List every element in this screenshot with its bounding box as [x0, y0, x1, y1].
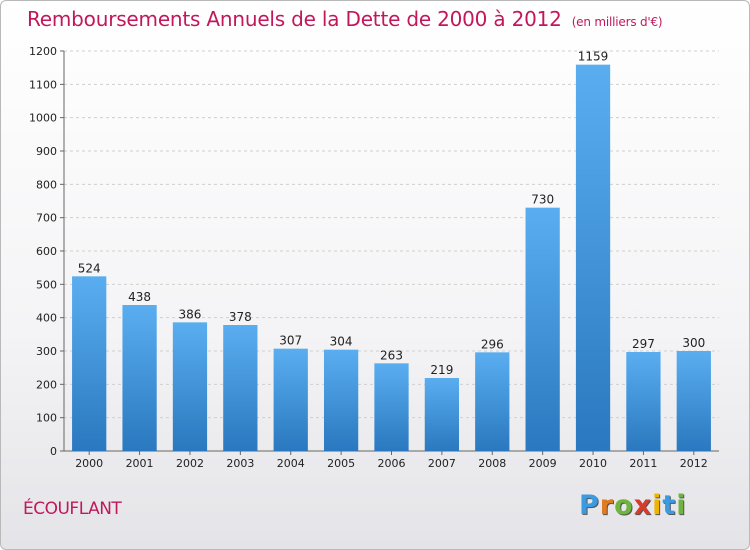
x-tick-label: 2005	[327, 457, 355, 470]
title-text: Remboursements Annuels de la Dette de 20…	[27, 7, 562, 31]
x-tick-label: 2002	[176, 457, 204, 470]
bar-value-label: 1159	[578, 50, 609, 64]
bar	[525, 207, 560, 451]
y-tick-label: 700	[36, 212, 57, 225]
bar	[374, 363, 409, 451]
y-tick-label: 0	[50, 445, 57, 458]
logo-letter: i	[676, 490, 687, 521]
bar	[122, 305, 157, 451]
logo-letter: r	[599, 490, 615, 521]
y-tick-label: 100	[36, 412, 57, 425]
proxiti-logo: Proxiti	[579, 490, 687, 521]
bar	[323, 349, 359, 451]
y-tick-label: 900	[36, 145, 57, 158]
x-tick-label: 2004	[277, 457, 305, 470]
bar-value-label: 386	[179, 307, 202, 321]
bar-value-label: 263	[380, 348, 403, 362]
bar-value-label: 296	[481, 337, 504, 351]
bar-value-label: 378	[229, 310, 252, 324]
logo-letter: x	[633, 490, 653, 521]
logo-letter: P	[579, 490, 600, 521]
bar	[172, 322, 208, 451]
x-tick-label: 2007	[428, 457, 456, 470]
y-tick-label: 800	[36, 178, 57, 191]
bar-value-label: 730	[531, 193, 554, 207]
x-tick-label: 2001	[126, 457, 154, 470]
x-tick-label: 2008	[478, 457, 506, 470]
y-tick-label: 400	[36, 312, 57, 325]
bar	[475, 352, 510, 451]
bar-value-label: 438	[128, 290, 151, 304]
y-tick-label: 500	[36, 278, 57, 291]
bar	[676, 351, 711, 451]
x-tick-label: 2009	[529, 457, 557, 470]
y-tick-label: 1200	[29, 45, 57, 58]
y-tick-label: 1100	[29, 78, 57, 91]
y-tick-label: 600	[36, 245, 57, 258]
bar	[424, 378, 460, 451]
commune-name: ÉCOUFLANT	[23, 499, 122, 519]
unit-label: (en milliers d'€)	[571, 15, 663, 29]
bar	[72, 276, 107, 451]
chart-title: Remboursements Annuels de la Dette de 20…	[27, 7, 663, 31]
x-tick-label: 2012	[680, 457, 708, 470]
logo-letter: i	[652, 490, 663, 521]
logo-letter: o	[614, 490, 634, 521]
bar-value-label: 219	[430, 363, 453, 377]
x-tick-label: 2006	[378, 457, 406, 470]
logo-letter: t	[662, 490, 677, 521]
y-tick-label: 300	[36, 345, 57, 358]
x-tick-label: 2010	[579, 457, 607, 470]
bar-value-label: 524	[78, 261, 101, 275]
bar	[626, 352, 661, 451]
x-tick-label: 2011	[629, 457, 657, 470]
y-tick-label: 1000	[29, 112, 57, 125]
y-tick-label: 200	[36, 378, 57, 391]
bar	[575, 64, 611, 451]
bar	[223, 325, 258, 451]
x-tick-label: 2000	[75, 457, 103, 470]
bar-value-label: 304	[330, 335, 353, 349]
bar-value-label: 300	[682, 336, 705, 350]
bar-value-label: 307	[279, 334, 302, 348]
bar	[273, 348, 308, 451]
bar-value-label: 297	[632, 337, 655, 351]
x-tick-label: 2003	[226, 457, 254, 470]
